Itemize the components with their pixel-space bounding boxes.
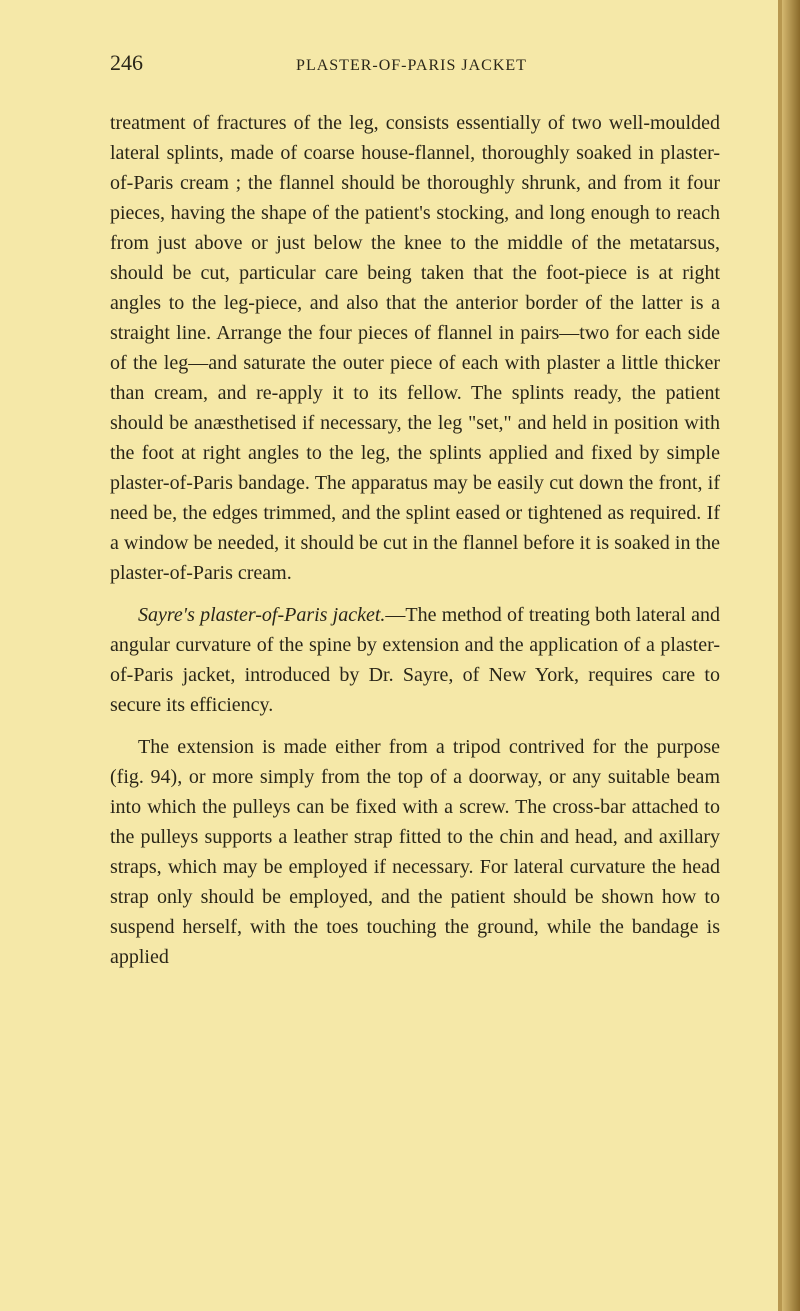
page-header: 246 PLASTER-OF-PARIS JACKET [110, 50, 740, 76]
header-title: PLASTER-OF-PARIS JACKET [143, 57, 680, 75]
paragraph-3: The extension is made either from a trip… [110, 732, 720, 972]
paragraph-1: treatment of fractures of the leg, consi… [110, 108, 720, 588]
body-text: treatment of fractures of the leg, consi… [110, 108, 740, 972]
sayre-heading-italic: Sayre's plaster-of-Paris jacket. [138, 604, 385, 626]
page-right-edge [782, 0, 800, 1311]
paragraph-2: Sayre's plaster-of-Paris jacket.—The met… [110, 600, 720, 720]
page-container: 246 PLASTER-OF-PARIS JACKET treatment of… [0, 0, 800, 1311]
page-number: 246 [110, 50, 143, 76]
